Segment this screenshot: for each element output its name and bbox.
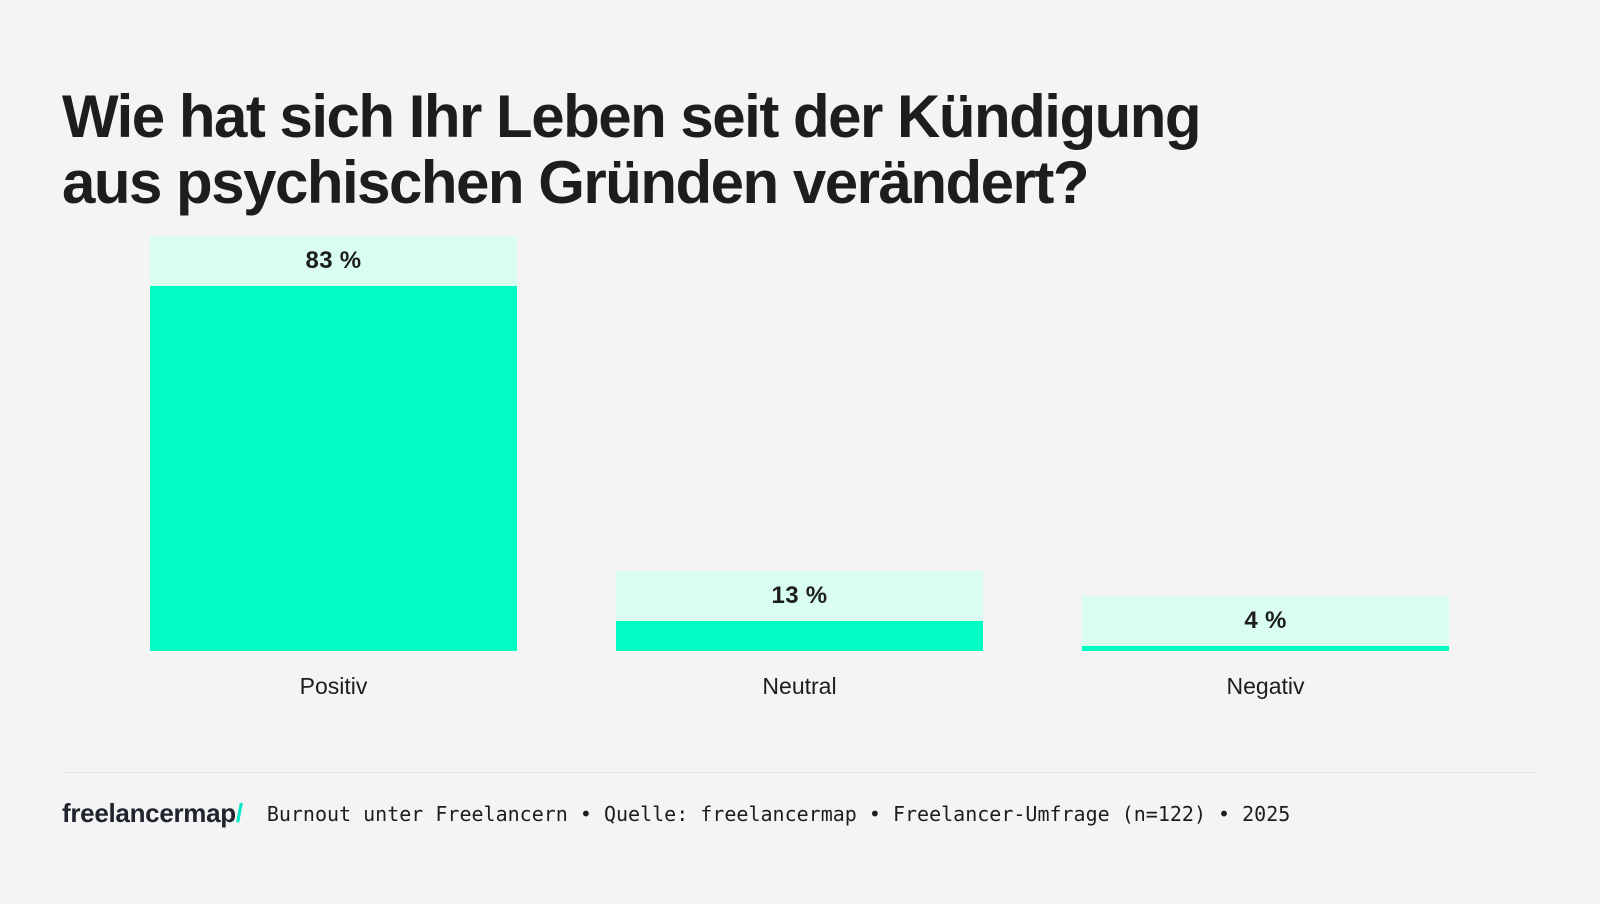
- page-title-line-1: Wie hat sich Ihr Leben seit der Kündigun…: [62, 83, 1202, 151]
- page-title: Wie hat sich Ihr Leben seit der Kündigun…: [62, 83, 1202, 217]
- bar-fill: [1082, 646, 1449, 651]
- bar-fill: [616, 621, 983, 651]
- bar-category-label: Neutral: [762, 673, 837, 699]
- bar-value-cap: 4 %: [1082, 596, 1449, 646]
- bar-category-label: Positiv: [299, 673, 368, 699]
- bar-value-label: 13 %: [771, 582, 828, 609]
- bar-column-negativ: 4 % Negativ: [1082, 596, 1449, 699]
- bar-column-positiv: 83 % Positiv: [150, 236, 517, 699]
- footer: freelancermap/ Burnout unter Freelancern…: [62, 798, 1290, 829]
- page-title-line-2: aus psychischen Gründen verändert?: [62, 149, 1089, 217]
- bar-category-label: Negativ: [1226, 673, 1305, 699]
- logo-wordmark: freelancermap: [62, 798, 236, 828]
- bar-value-label: 4 %: [1244, 607, 1287, 634]
- bar-value-cap: 83 %: [150, 236, 517, 286]
- source-line: Burnout unter Freelancern • Quelle: free…: [266, 801, 1291, 826]
- footer-divider: [62, 772, 1538, 773]
- bar-column-neutral: 13 % Neutral: [616, 571, 983, 699]
- bar-value-label: 83 %: [305, 247, 362, 274]
- bar-value-cap: 13 %: [616, 571, 983, 621]
- logo-slash-icon: /: [235, 798, 243, 828]
- bar-fill: [150, 286, 517, 651]
- freelancermap-logo: freelancermap/: [62, 798, 243, 829]
